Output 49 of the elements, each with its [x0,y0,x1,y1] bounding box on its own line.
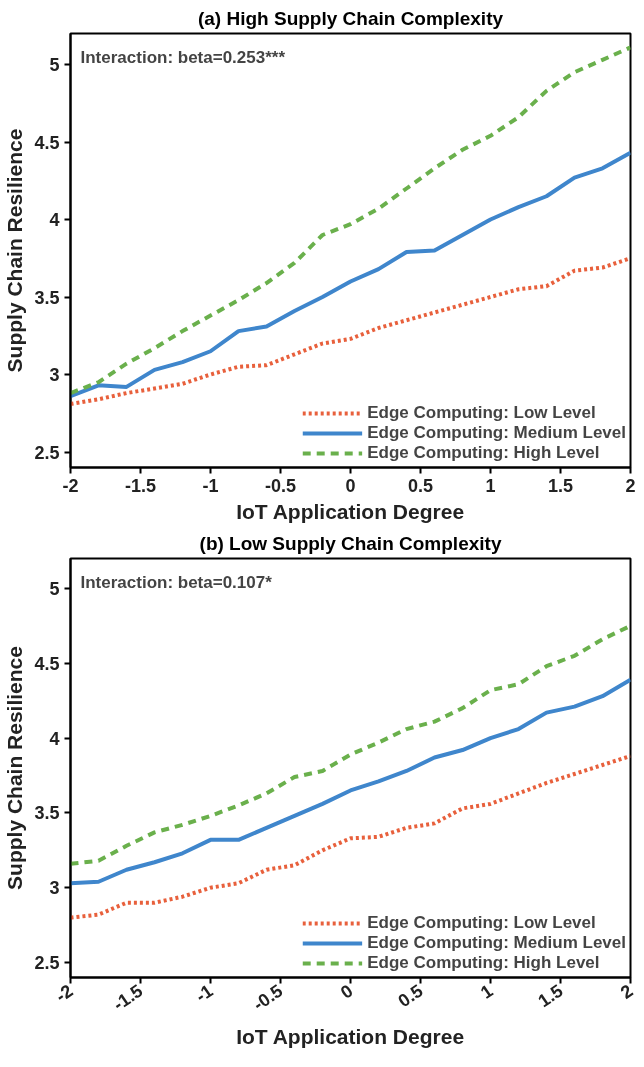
y-tick-label: 2.5 [34,953,60,974]
legend-label: Edge Computing: Medium Level [367,933,626,953]
x-tick-label: -1.5 [124,475,157,496]
x-tick-label: 0.5 [407,475,434,496]
legend-label: Edge Computing: Low Level [367,403,596,423]
y-tick-label: 3.5 [34,287,60,308]
x-tick-label: -0.5 [264,475,297,496]
line-series [70,45,631,396]
y-tick-label: 5 [49,55,60,75]
x-tick-label: 1.5 [547,475,574,496]
x-tick-label: 0.5 [394,980,427,1012]
y-tick-label: 4.5 [34,132,60,153]
x-tick-label: -1 [202,475,219,496]
x-tick-label: 2 [625,475,636,496]
chart-title: (b) Low Supply Chain Complexity [199,532,502,554]
x-tick-label: -1 [191,980,217,1007]
y-axis-title: Supply Chain Resilience [3,128,27,373]
y-tick-label: 2.5 [34,442,60,463]
x-tick-label: 1 [476,980,497,1003]
legend-label: Edge Computing: High Level [367,443,600,463]
y-tick-label: 3.5 [34,803,60,824]
x-tick-label: -1.5 [109,980,147,1015]
legend-label: Edge Computing: Medium Level [367,423,626,443]
line-series [70,677,631,886]
x-tick-label: 1.5 [534,980,567,1012]
x-tick-label: -2 [51,980,77,1007]
y-tick-label: 4 [49,728,60,749]
x-tick-label: 0 [345,475,356,496]
legend-label: Edge Computing: Low Level [367,913,596,933]
annotation: Interaction: beta=0.253*** [80,47,286,67]
y-tick-label: 4.5 [34,653,60,674]
x-tick-label: 1 [485,475,496,496]
x-tick-label: -2 [62,475,79,496]
y-axis-title: Supply Chain Resilience [3,646,27,890]
line-series [70,256,631,406]
chart-title: (a) High Supply Chain Complexity [197,7,504,29]
x-axis-title: IoT Application Degree [236,499,465,523]
y-tick-label: 4 [49,210,60,230]
x-axis-title: IoT Application Degree [236,1024,465,1048]
x-tick-label: 2 [616,980,637,1003]
legend-label: Edge Computing: High Level [367,953,600,973]
x-tick-label: -0.5 [249,980,287,1015]
line-series [70,150,631,399]
y-tick-label: 3 [49,878,60,899]
y-tick-label: 5 [49,578,60,599]
x-tick-label: 0 [336,980,357,1003]
y-tick-label: 3 [49,365,60,385]
annotation: Interaction: beta=0.107* [80,572,273,592]
line-series [70,623,631,866]
